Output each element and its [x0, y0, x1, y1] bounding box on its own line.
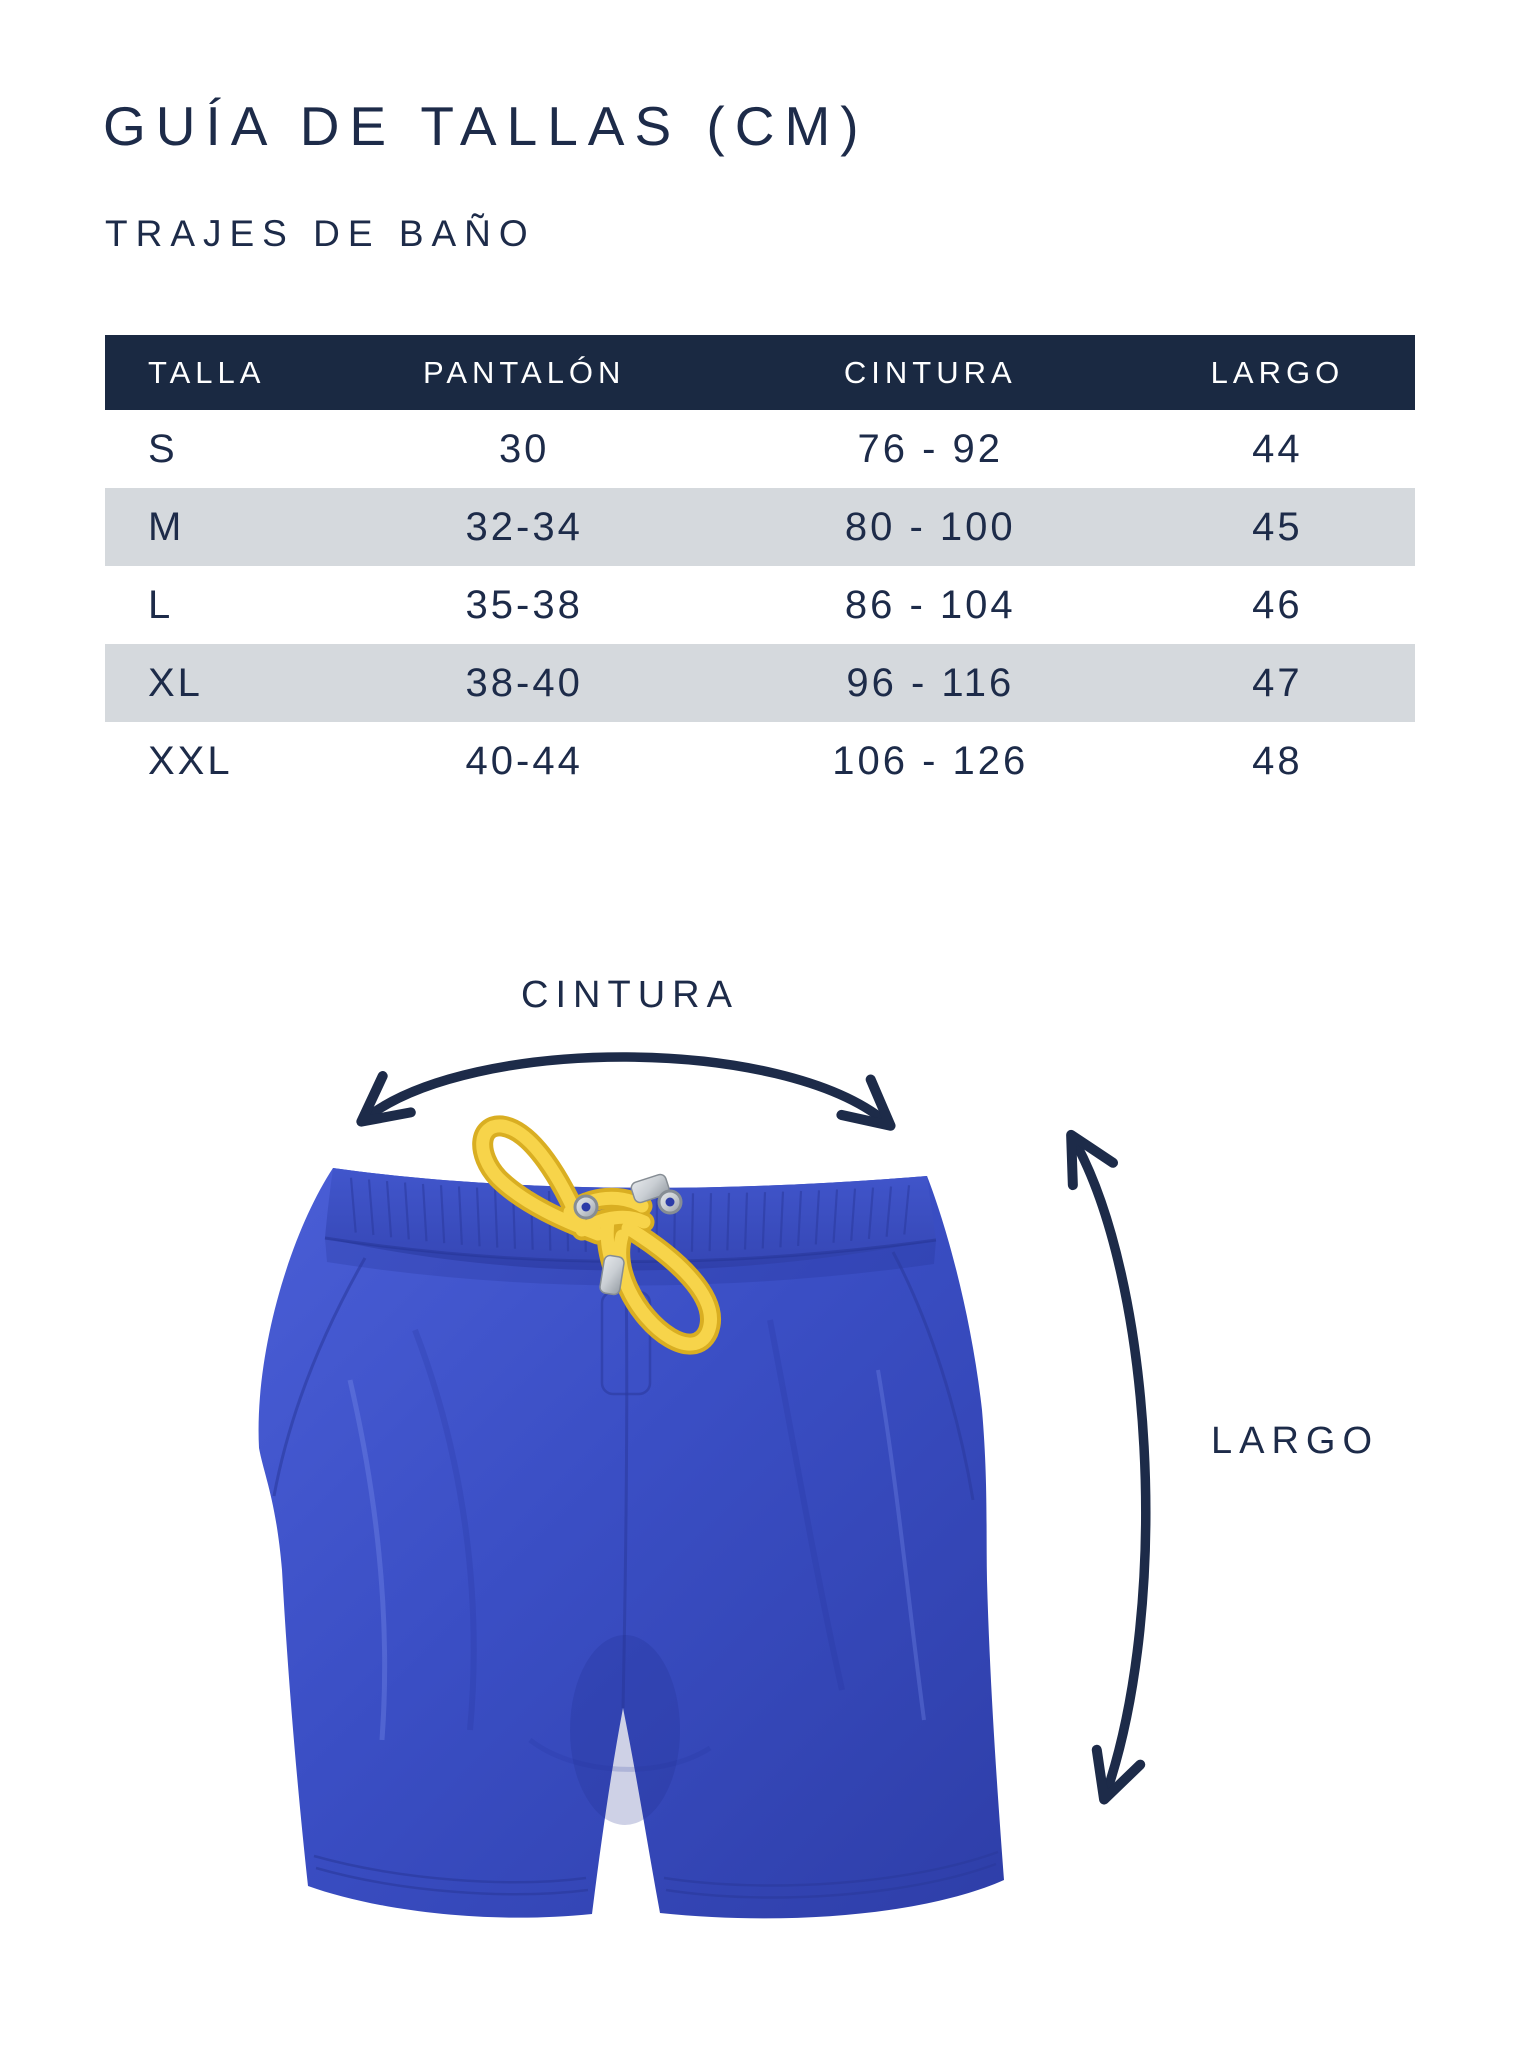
header-pantalon: PANTALÓN: [422, 354, 626, 390]
cell-cintura: 86 - 104: [844, 582, 1016, 627]
cell-talla: S: [148, 426, 178, 471]
header-cintura: CINTURA: [843, 354, 1017, 390]
waist-measure-label: CINTURA: [521, 974, 739, 1016]
fabric-wrinkles: [347, 1319, 926, 1772]
crotch-shadow: [570, 1635, 680, 1825]
cell-largo: 45: [1252, 504, 1303, 549]
cell-pantalon: 40-44: [465, 738, 583, 783]
size-table-header-row: TALLA PANTALÓN CINTURA LARGO: [105, 335, 1415, 410]
cell-talla: M: [148, 504, 185, 549]
table-row: XXL 40-44 106 - 126 48: [105, 722, 1415, 800]
table-row: M 32-34 80 - 100 45: [105, 488, 1415, 566]
cell-talla: XL: [148, 660, 203, 705]
cell-pantalon: 30: [498, 426, 550, 471]
table-row: S 30 76 - 92 44: [105, 410, 1415, 488]
length-measure-label: LARGO: [1210, 1420, 1380, 1462]
cell-cintura: 76 - 92: [857, 426, 1004, 471]
cell-largo: 46: [1252, 582, 1303, 627]
table-row: L 35-38 86 - 104 46: [105, 566, 1415, 644]
page-subtitle: TRAJES DE BAÑO: [105, 213, 536, 254]
swim-shorts-photo: [258, 1115, 1004, 1919]
cell-talla: L: [148, 582, 174, 627]
cell-largo: 47: [1252, 660, 1303, 705]
cell-pantalon: 35-38: [465, 582, 583, 627]
cell-cintura: 80 - 100: [844, 504, 1016, 549]
hem-stitching: [313, 1850, 999, 1899]
cell-pantalon: 32-34: [465, 504, 583, 549]
right-pocket-seam: [891, 1251, 975, 1501]
page-title: GUÍA DE TALLAS (CM): [103, 95, 869, 157]
left-pocket-seam: [272, 1257, 367, 1497]
table-row: XL 38-40 96 - 116 47: [105, 644, 1415, 722]
measure-arrows: [356, 1052, 1151, 1805]
cell-largo: 44: [1252, 426, 1303, 471]
cell-cintura: 106 - 126: [832, 738, 1029, 783]
header-largo: LARGO: [1210, 354, 1345, 390]
cell-cintura: 96 - 116: [846, 660, 1015, 705]
waist-grommets: [573, 1189, 683, 1220]
shorts-body: [258, 1168, 1004, 1919]
cell-pantalon: 38-40: [465, 660, 583, 705]
header-talla: TALLA: [148, 354, 266, 390]
length-measure-arrow: [1066, 1129, 1151, 1805]
size-table: TALLA PANTALÓN CINTURA LARGO S 30 76 - 9…: [105, 335, 1415, 800]
waist-measure-arrow: [356, 1052, 896, 1131]
cell-largo: 48: [1252, 738, 1303, 783]
cell-talla: XXL: [148, 738, 233, 783]
center-seam: [621, 1267, 629, 1709]
